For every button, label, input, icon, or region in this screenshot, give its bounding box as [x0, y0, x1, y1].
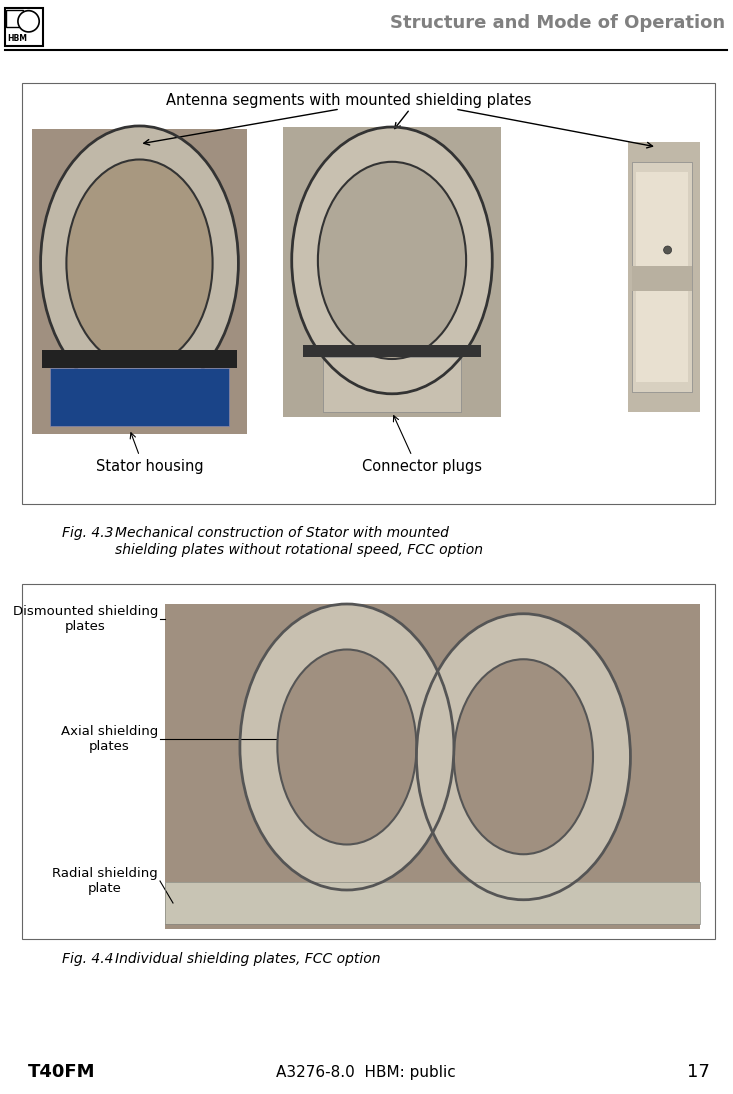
- Bar: [323, 357, 461, 412]
- Text: Axial shielding
plates: Axial shielding plates: [61, 725, 158, 753]
- Bar: [165, 882, 700, 924]
- Text: shielding plates without rotational speed, FCC option: shielding plates without rotational spee…: [115, 543, 483, 557]
- Ellipse shape: [240, 604, 454, 891]
- Bar: [636, 172, 688, 382]
- Bar: [32, 129, 247, 434]
- Bar: [303, 345, 481, 357]
- Ellipse shape: [67, 160, 213, 366]
- Bar: [50, 368, 229, 426]
- Text: T40FM: T40FM: [28, 1063, 95, 1081]
- Bar: [6, 10, 23, 27]
- Text: Mechanical construction of Stator with mounted: Mechanical construction of Stator with m…: [115, 526, 449, 540]
- Text: Connector plugs: Connector plugs: [362, 458, 482, 474]
- Text: Antenna segments with mounted shielding plates: Antenna segments with mounted shielding …: [166, 93, 531, 108]
- Text: Stator housing: Stator housing: [96, 458, 203, 474]
- Ellipse shape: [40, 126, 238, 400]
- Text: Structure and Mode of Operation: Structure and Mode of Operation: [390, 14, 725, 32]
- Circle shape: [663, 246, 671, 254]
- Ellipse shape: [318, 162, 466, 359]
- Bar: [22, 83, 715, 504]
- Text: Fig. 4.3: Fig. 4.3: [62, 526, 114, 540]
- Text: A3276-8.0  HBM: public: A3276-8.0 HBM: public: [276, 1064, 456, 1080]
- Bar: [165, 882, 700, 924]
- Circle shape: [18, 11, 39, 32]
- Bar: [632, 266, 692, 291]
- Text: Radial shielding
plate: Radial shielding plate: [52, 868, 158, 895]
- Bar: [22, 584, 715, 939]
- Ellipse shape: [454, 660, 593, 854]
- Bar: [42, 350, 237, 368]
- Text: Fig. 4.4: Fig. 4.4: [62, 952, 114, 966]
- Ellipse shape: [277, 650, 416, 845]
- Ellipse shape: [292, 127, 493, 394]
- Text: 17: 17: [687, 1063, 710, 1081]
- Text: Dismounted shielding
plates: Dismounted shielding plates: [12, 605, 158, 633]
- Bar: [283, 127, 501, 417]
- Bar: [165, 604, 700, 929]
- Bar: [632, 162, 692, 392]
- Ellipse shape: [416, 614, 630, 899]
- Text: HBM: HBM: [7, 34, 27, 43]
- Bar: [5, 8, 43, 46]
- Text: Individual shielding plates, FCC option: Individual shielding plates, FCC option: [115, 952, 380, 966]
- Bar: [628, 142, 700, 412]
